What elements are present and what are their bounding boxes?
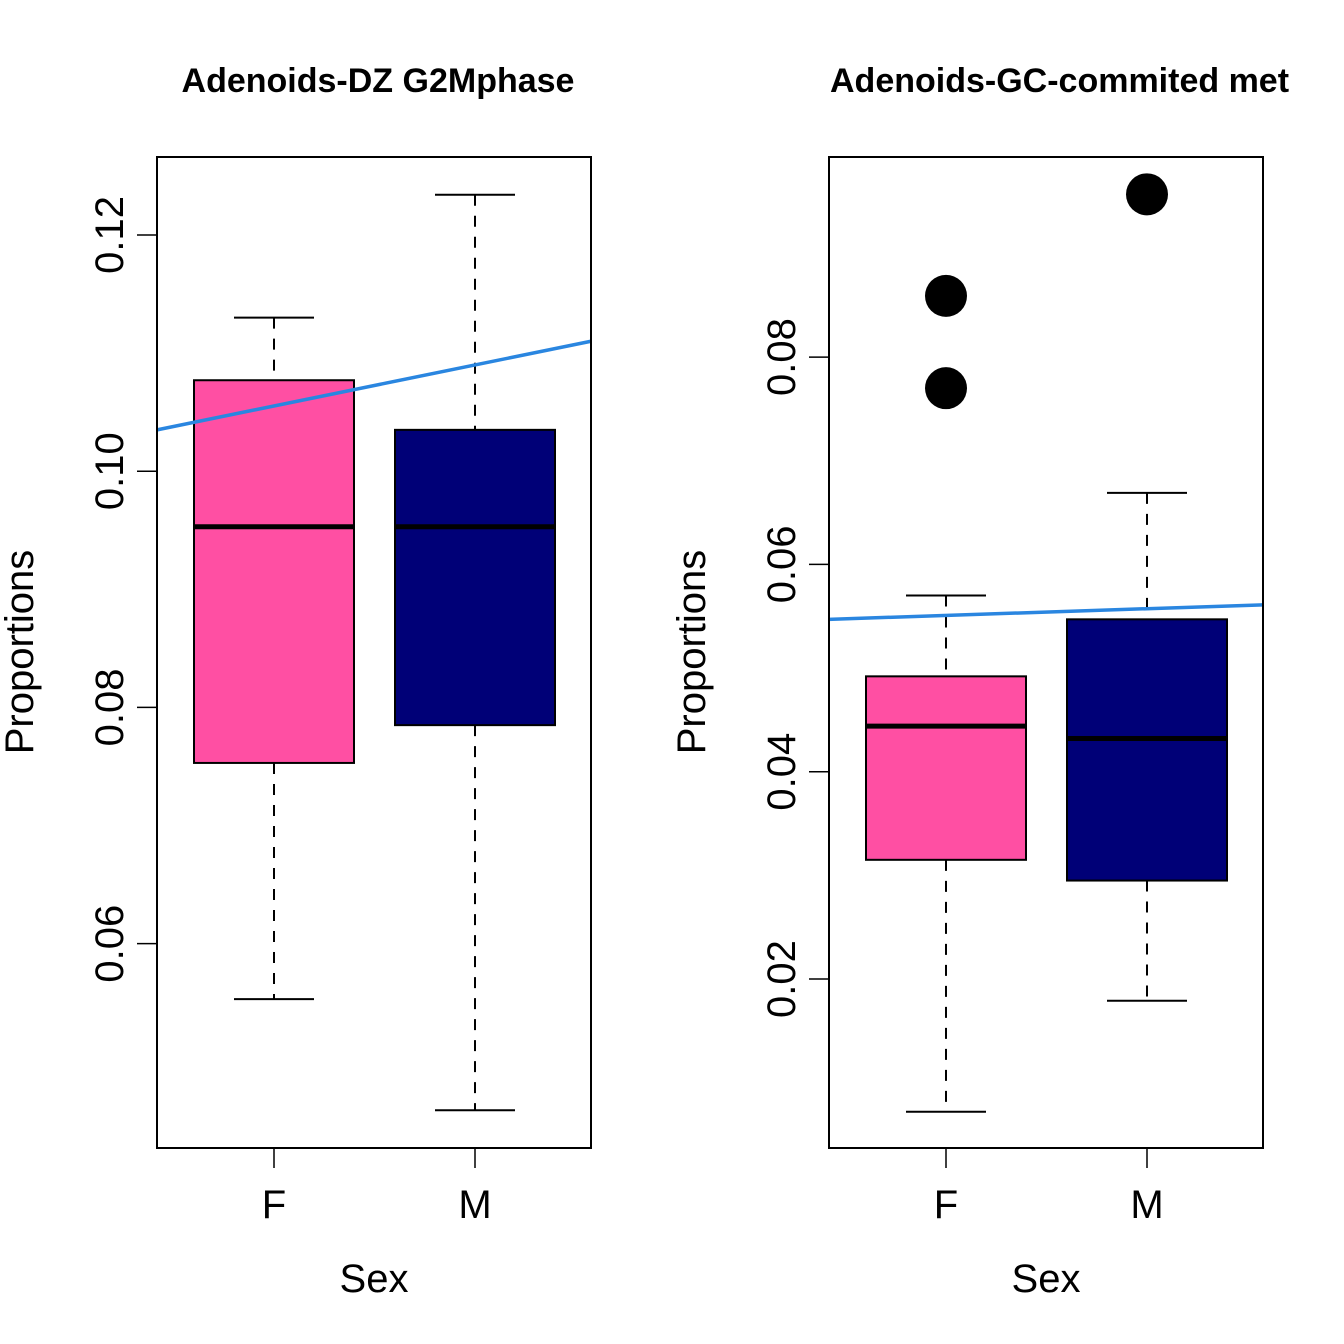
y-tick-label: 0.08 bbox=[760, 318, 804, 396]
y-tick-label: 0.02 bbox=[760, 940, 804, 1018]
y-tick-label: 0.06 bbox=[88, 905, 132, 983]
y-tick-label: 0.04 bbox=[760, 733, 804, 811]
plot-marks: 0.02 0.04 0.06 0.08 F M bbox=[760, 156, 1264, 1227]
box-m bbox=[1066, 618, 1228, 882]
panel-title: Adenoids-GC-commited met bbox=[830, 62, 1289, 100]
box-m bbox=[394, 428, 556, 727]
y-tick-label: 0.08 bbox=[88, 668, 132, 746]
y-axis-label: Proportions bbox=[670, 550, 714, 755]
plot-frame bbox=[828, 156, 1264, 1149]
panel-gc-commited: Adenoids-GC-commited met Sex Proportions… bbox=[670, 62, 1289, 1301]
x-tick-label: M bbox=[458, 1183, 491, 1227]
y-tick-label: 0.12 bbox=[88, 196, 132, 274]
panel-dz-g2mphase: Adenoids-DZ G2Mphase Sex Proportions 0.0… bbox=[0, 62, 592, 1301]
trend-line bbox=[156, 339, 592, 432]
x-axis-label: Sex bbox=[1012, 1257, 1081, 1301]
trend-line bbox=[828, 603, 1264, 622]
x-tick-label: F bbox=[934, 1183, 958, 1227]
plot-frame bbox=[156, 156, 592, 1149]
x-tick-label: F bbox=[262, 1183, 286, 1227]
box-f bbox=[193, 379, 355, 764]
outlier-point bbox=[925, 274, 967, 317]
box-f bbox=[865, 675, 1027, 861]
plot-marks: 0.06 0.08 0.10 0.12 F M bbox=[88, 156, 592, 1227]
y-tick-label: 0.10 bbox=[88, 432, 132, 510]
outlier-point bbox=[925, 367, 967, 410]
x-axis-label: Sex bbox=[340, 1257, 409, 1301]
panel-title: Adenoids-DZ G2Mphase bbox=[182, 62, 575, 100]
x-tick-label: M bbox=[1130, 1183, 1163, 1227]
y-tick-label: 0.06 bbox=[760, 525, 804, 603]
outlier-point bbox=[1126, 173, 1168, 216]
y-axis-label: Proportions bbox=[0, 550, 42, 755]
